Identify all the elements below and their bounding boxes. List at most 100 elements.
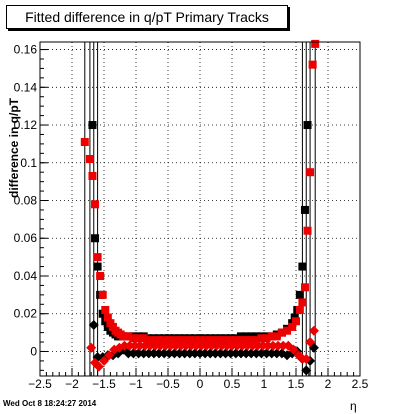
data-point [144,336,153,345]
data-point [160,340,171,351]
data-point [103,313,112,322]
data-point [86,342,97,353]
data-point [155,340,166,351]
data-point [262,340,273,351]
data-point [180,340,191,351]
data-point [308,60,317,69]
data-point [138,348,149,359]
data-point [257,340,268,351]
data-point [272,332,281,341]
data-point [288,344,299,355]
data-point [206,336,215,345]
data-point [231,336,240,345]
y-tick-label: 0.04 [14,269,38,283]
x-tick-label: 1.5 [288,377,305,391]
data-point [242,340,253,351]
data-point [257,334,266,343]
data-point [305,337,316,348]
timestamp: Wed Oct 8 18:24:27 2014 [3,399,97,408]
data-point [300,283,309,292]
data-point [88,171,97,180]
y-tick-label: 0.16 [14,43,38,57]
data-point [252,336,261,345]
data-point [196,336,204,345]
data-point [306,168,315,177]
data-point [155,336,164,345]
fit-range-lines [84,42,316,376]
y-tick-label: 0.02 [14,307,38,321]
data-point [154,348,165,359]
data-point [227,340,237,351]
data-point [295,305,304,314]
data-point [266,348,277,359]
y-tick-label: 0.1 [20,156,37,170]
data-point [93,253,102,262]
data-point [196,340,207,351]
data-point [80,138,89,147]
data-point [184,348,195,359]
axes: −2.5 −2 −1.5 −1 −0.5 0 0.5 1 1.5 2 2.5 0 0.02 0.04 0.0… [14,43,369,391]
x-tick-label: −1.5 [92,377,116,391]
data-point [175,336,184,345]
y-tick-label: 0.08 [14,194,38,208]
data-points [80,39,320,376]
data-point [242,336,251,345]
data-point [261,348,272,359]
data-point [88,121,97,130]
data-point [139,334,148,343]
data-point [298,298,307,307]
data-point [169,348,180,359]
data-point [298,262,307,271]
data-point [98,290,107,299]
data-point [256,348,267,359]
data-point [119,332,128,341]
data-point [303,121,312,130]
data-point [273,340,284,351]
data-point [241,348,252,359]
data-point [295,290,304,299]
data-point [226,336,235,345]
data-point [128,348,139,359]
data-point [174,348,185,359]
x-tick-label: −1 [129,377,143,391]
data-point [91,234,100,243]
data-point [139,340,150,351]
y-tick-label: 0 [30,344,37,358]
data-point [91,200,100,209]
data-point [247,340,258,351]
data-point [119,340,130,351]
data-point [201,336,210,345]
data-point [251,348,262,359]
data-point [311,39,320,48]
data-point [292,317,300,326]
data-point [143,348,154,359]
data-point [175,340,186,351]
x-tick-label: −2 [65,377,79,391]
data-point [133,348,144,359]
chart-title: Fitted difference in q/pT Primary Tracks [6,5,288,29]
x-tick-label: 2.5 [352,377,369,391]
data-point [170,336,179,345]
data-point [216,340,227,351]
data-point [283,326,292,335]
x-tick-label: 0 [197,377,204,391]
x-tick-label: 1 [261,377,268,391]
data-point [220,348,231,359]
data-point [247,336,256,345]
data-point [85,154,94,163]
y-tick-label: 0.12 [14,118,38,132]
data-point [149,336,158,345]
data-point [104,350,115,361]
data-point [160,336,169,345]
data-point [180,336,189,345]
y-tick-label: 0.06 [14,231,38,245]
data-point [232,340,243,351]
data-point [159,348,170,359]
data-point [288,322,297,331]
y-axis-label: difference in q/pT [7,97,21,198]
data-point [221,340,232,351]
data-point [303,226,312,235]
data-point [134,334,143,343]
x-axis-label: η [350,399,357,413]
